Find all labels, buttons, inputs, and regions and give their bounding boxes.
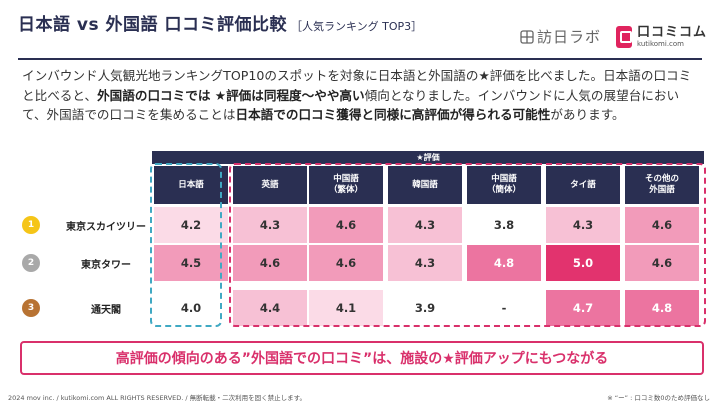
column-header: 英語 (233, 166, 307, 204)
rating-cell: 4.6 (625, 245, 699, 281)
column-header: タイ語 (546, 166, 620, 204)
rank-badge: 1 (22, 216, 40, 234)
row-label: 1 東京スカイツリー (22, 207, 146, 243)
column-header: 中国語 （繁体） (309, 166, 383, 204)
intro-text-3: があります。 (550, 107, 625, 122)
houjin-lab-name: 訪日ラボ (537, 28, 602, 46)
page-title: 日本語 vs 外国語 口コミ評価比較 (18, 15, 287, 35)
rating-cell: 4.3 (233, 207, 307, 243)
rating-cell: 4.0 (154, 290, 228, 326)
rating-cell: 5.0 (546, 245, 620, 281)
intro-bold-1: 外国語の口コミでは ★評価は同程度〜やや高い (97, 87, 365, 103)
column-header: 中国語 （簡体） (467, 166, 541, 204)
intro-paragraph: インバウンド人気観光地ランキングTOP10のスポットを対象に日本語と外国語の★評… (22, 66, 702, 125)
rating-cell: 4.3 (388, 245, 462, 281)
kuchikomi-logo-icon (616, 26, 632, 48)
rating-cell: 3.8 (467, 207, 541, 243)
foreign-highlight-box (229, 163, 706, 327)
rating-cell: 3.9 (388, 290, 462, 326)
rating-cell: 4.3 (546, 207, 620, 243)
rating-cell: 4.6 (625, 207, 699, 243)
rating-cell: 4.8 (467, 245, 541, 281)
row-label: 3 通天閣 (22, 290, 121, 326)
row-label: 2 東京タワー (22, 245, 131, 281)
rating-group-header: ★評価 (152, 151, 704, 164)
footnote: ※ “ー” : 口コミ数0のため評価なし (607, 394, 710, 402)
title-row: 日本語 vs 外国語 口コミ評価比較 ［人気ランキング TOP3］ (18, 10, 422, 35)
column-header: 日本語 (154, 166, 228, 204)
rank-badge: 3 (22, 299, 40, 317)
column-header: その他の 外国語 (625, 166, 699, 204)
title-divider (18, 58, 702, 60)
page-title-tag: ［人気ランキング TOP3］ (290, 20, 423, 33)
rank-badge: 2 (22, 254, 40, 272)
rating-cell: 4.3 (388, 207, 462, 243)
kuchikomi-name: 口コミコム (637, 25, 708, 40)
rating-cell: 4.5 (154, 245, 228, 281)
houjin-lab-brand: 訪日ラボ (520, 26, 601, 47)
rating-cell: - (467, 290, 541, 326)
rating-cell: 4.6 (233, 245, 307, 281)
rating-cell: 4.1 (309, 290, 383, 326)
conclusion-banner: 高評価の傾向のある”外国語での口コミ”は、施設の★評価アップにもつながる (20, 341, 704, 375)
rating-cell: 4.8 (625, 290, 699, 326)
copyright-footer: 2024 mov inc. / kutikomi.com ALL RIGHTS … (8, 394, 307, 402)
place-name: 東京タワー (81, 259, 131, 271)
place-name: 東京スカイツリー (66, 221, 146, 233)
column-header: 韓国語 (388, 166, 462, 204)
intro-bold-2: 日本語での口コミ獲得と同様に高評価が得られる可能性 (235, 107, 551, 122)
rating-cell: 4.7 (546, 290, 620, 326)
japanese-highlight-box (150, 163, 222, 327)
rating-cell: 4.4 (233, 290, 307, 326)
intro-text-2: 傾向となりました。インバウンドに人気の展望台において、外国語での口コミを集めるこ… (22, 87, 680, 123)
rating-cell: 4.2 (154, 207, 228, 243)
rating-cell: 4.6 (309, 207, 383, 243)
place-name: 通天閣 (91, 304, 121, 316)
houjin-lab-logo-icon (520, 29, 534, 44)
kuchikomi-brand: 口コミコム kutikomi.com (616, 26, 707, 48)
rating-cell: 4.6 (309, 245, 383, 281)
kuchikomi-url: kutikomi.com (637, 40, 684, 48)
intro-text-1: インバウンド人気観光地ランキングTOP10のスポットを対象に日本語と外国語の★評… (22, 68, 692, 103)
